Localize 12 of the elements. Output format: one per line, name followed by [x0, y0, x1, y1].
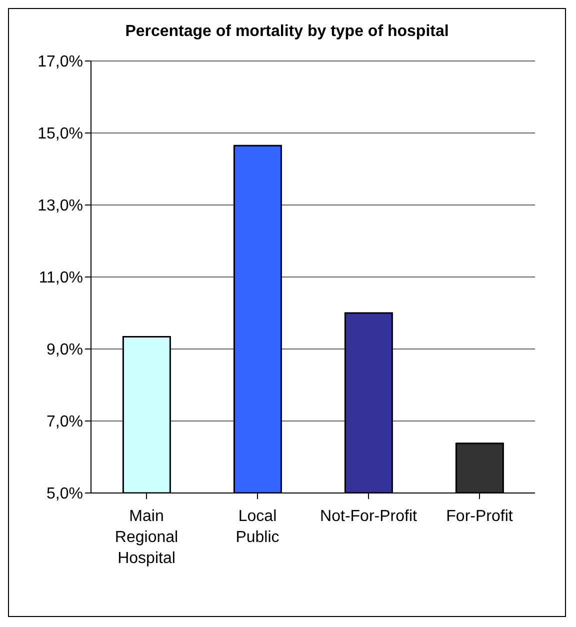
y-tick-label: 5,0%: [46, 486, 83, 503]
y-tick-label: 17,0%: [38, 54, 83, 71]
y-tick-label: 7,0%: [46, 414, 83, 431]
y-tick-label: 13,0%: [38, 198, 83, 215]
y-tick-label: 15,0%: [38, 126, 83, 143]
x-tick-label: Main Regional Hospital: [114, 508, 178, 567]
y-tick-label: 9,0%: [46, 342, 83, 359]
chart-title: Percentage of mortality by type of hospital: [124, 22, 450, 42]
y-tick-label: 11,0%: [38, 270, 83, 287]
x-tick-label: Local Public: [236, 508, 280, 546]
x-tick-label: For-Profit: [446, 508, 514, 525]
x-tick-label: Not-For-Profit: [320, 508, 418, 525]
